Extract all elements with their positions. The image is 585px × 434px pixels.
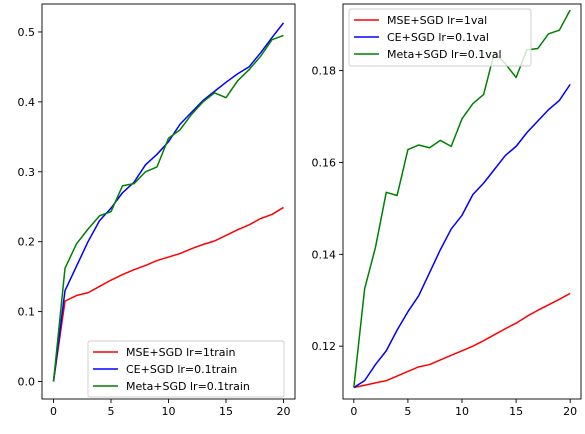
y-tick-label: 0.0 bbox=[18, 376, 36, 389]
series-line-1 bbox=[353, 83, 571, 389]
legend-label-0: MSE+SGD lr=1train bbox=[126, 346, 236, 359]
y-tick-label: 0.4 bbox=[18, 96, 36, 109]
legend-label-2: Meta+SGD lr=0.1train bbox=[126, 380, 250, 393]
legend-label-1: CE+SGD lr=0.1val bbox=[387, 31, 489, 44]
series-line-1 bbox=[52, 22, 285, 382]
x-tick-label: 0 bbox=[50, 405, 57, 418]
legend-label-2: Meta+SGD lr=0.1val bbox=[387, 48, 502, 61]
axes-frame bbox=[41, 3, 296, 400]
x-tick-label: 0 bbox=[350, 405, 357, 418]
x-tick-label: 15 bbox=[219, 405, 233, 418]
y-tick-label: 0.2 bbox=[18, 236, 36, 249]
x-tick-label: 5 bbox=[108, 405, 115, 418]
y-tick-label: 0.12 bbox=[312, 340, 337, 353]
legend-box bbox=[348, 8, 532, 67]
train-accuracy-chart: 0 5 10 15 20 0.0 0.1 0.2 0.3 0.4 0.5 MSE+SGD lr=1tr… bbox=[18, 3, 296, 418]
y-tick-label: 0.14 bbox=[312, 248, 337, 261]
series-line-0 bbox=[52, 206, 284, 382]
legend: MSE+SGD lr=1val CE+SGD lr=0.1val Meta+SGD … bbox=[348, 8, 532, 67]
y-tick-label: 0.1 bbox=[18, 306, 36, 319]
y-tick-label: 0.3 bbox=[18, 166, 36, 179]
y-tick-label: 0.16 bbox=[312, 156, 337, 169]
x-tick-label: 5 bbox=[404, 405, 411, 418]
x-tick-label: 20 bbox=[277, 405, 291, 418]
val-accuracy-chart: 0 5 10 15 20 0.12 0.14 0.16 0.18 MSE+SGD lr=1val C… bbox=[312, 3, 582, 418]
y-tick-label: 0.5 bbox=[18, 26, 36, 39]
legend-box bbox=[87, 340, 285, 398]
legend-label-0: MSE+SGD lr=1val bbox=[387, 14, 487, 27]
series-line-2 bbox=[52, 34, 284, 382]
y-tick-label: 0.18 bbox=[312, 65, 337, 78]
x-tick-label: 20 bbox=[563, 405, 577, 418]
legend: MSE+SGD lr=1train CE+SGD lr=0.1train Meta+… bbox=[87, 340, 285, 398]
x-tick-label: 15 bbox=[509, 405, 523, 418]
series-line-2 bbox=[353, 9, 571, 388]
x-tick-label: 10 bbox=[162, 405, 176, 418]
legend-label-1: CE+SGD lr=0.1train bbox=[126, 363, 237, 376]
x-tick-label: 10 bbox=[455, 405, 469, 418]
series-line-0 bbox=[353, 292, 571, 389]
